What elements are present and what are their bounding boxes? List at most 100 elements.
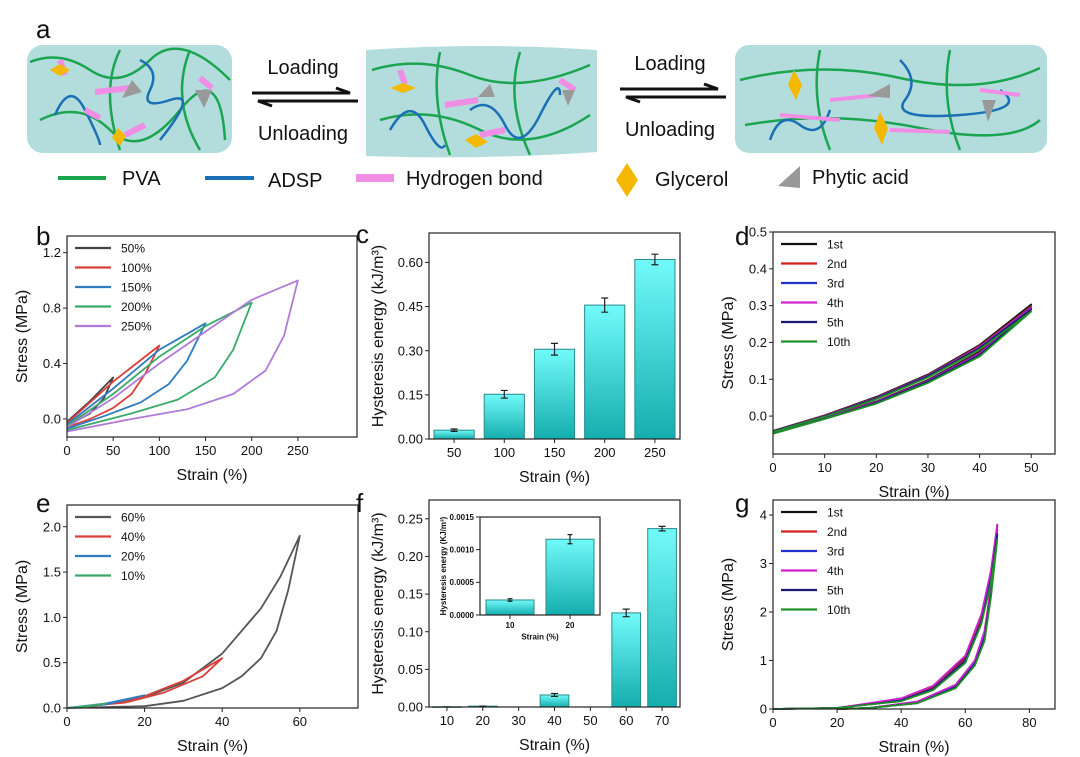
y-axis-label: Stress (MPa) [14,560,31,653]
y-tick-label: 0 [760,702,767,717]
panel-label-c: c [356,219,369,249]
x-tick-label: 40 [215,714,229,729]
series-line-40% [66,657,224,709]
y-axis-label: Hysteresis energy (kJ/m³) [370,245,387,427]
legend-label: 100% [121,261,152,275]
x-tick-label: 100 [149,443,171,458]
x-tick-label: 80 [1022,715,1036,730]
glycerol-diamond-icon [616,163,638,197]
legend-label: 1st [827,238,844,252]
series-line-3rd [772,306,1033,434]
panel-label-g: g [735,488,749,518]
bar-100 [483,393,525,440]
network-stretched [366,46,597,158]
legend-label: 200% [121,300,152,314]
y-tick-label: 0.5 [749,225,767,240]
x-tick-label: 250 [287,443,309,458]
x-tick-label: 60 [619,713,633,728]
series-line-1st [772,303,1033,434]
y-tick-label: 0.15 [398,387,423,402]
panel-label-b: b [36,221,50,251]
y-tick-label: 0.0010 [450,545,475,554]
phytic-acid-triangle-icon [778,166,800,188]
legend-label: 4th [827,296,844,310]
series-line-3rd [772,528,999,710]
series-line-10% [66,702,107,709]
y-tick-label: 0.30 [398,343,423,358]
series-line-100% [66,344,161,429]
x-axis-label: Strain (%) [878,484,949,501]
chart-f: f 0.00 0.05 0.10 0.15 0.20 0.25 10 20 30 40 50 60 70 S… [356,488,681,754]
legend-label: 250% [121,320,152,334]
bar-150 [533,348,576,440]
legend-label: 1st [827,506,844,520]
y-tick-label: 0.25 [398,511,423,526]
panel-label-e: e [36,488,50,518]
y-tick-label: 0.10 [398,624,423,639]
y-tick-label: 0.3 [749,298,767,313]
y-tick-label: 0.4 [43,356,61,371]
x-tick-label: 40 [547,713,561,728]
loading-label-2: Loading [634,53,705,75]
legend-label: 10th [827,603,850,617]
x-axis-label: Strain (%) [521,632,559,641]
x-tick-label: 20 [869,460,883,475]
error-bar-100 [500,389,508,399]
legend-label: 20% [121,550,145,564]
x-tick-label: 20 [566,621,575,630]
series-line-5th [772,308,1033,435]
series-line-10th [772,538,999,710]
bar-250 [634,258,676,440]
x-axis-label: Strain (%) [878,739,949,756]
series-line-1st [772,523,999,710]
x-tick-label: 30 [511,713,525,728]
x-axis-label: Strain (%) [519,469,590,486]
y-tick-label: 0.5 [43,655,61,670]
legend-glycerol: Glycerol [655,169,728,191]
chart-d: d 1st 2nd 3rd 4th 5th 10th 0.0 0.1 0.2 0.3 0.4 0.5 0 1… [720,221,1056,501]
error-bar-70 [658,525,666,532]
y-tick-label: 1.0 [43,610,61,625]
x-tick-label: 20 [137,714,151,729]
series-line-10th [772,310,1033,435]
chart-b: b 50% 100% 150% 200% 250% 0.0 0.4 0.8 1.2 0 50 100 15… [14,221,358,484]
x-tick-label: 60 [958,715,972,730]
x-tick-label: 10 [817,460,831,475]
legend-label: 50% [121,242,145,256]
error-bar-10 [507,598,513,602]
legend-label: 5th [827,316,844,330]
legend-label: 3rd [827,545,844,559]
y-tick-label: 3 [760,556,767,571]
chart-c: c 0.00 0.15 0.30 0.45 0.60 50 100 150 200 250 Strai… [356,219,681,486]
legend-label: 5th [827,584,844,598]
bar-200 [584,304,626,440]
legend-label: 150% [121,281,152,295]
network-highly-stretched [735,45,1047,153]
loading-label-1: Loading [267,57,338,79]
series-line-5th [772,533,999,710]
x-tick-label: 250 [644,445,666,460]
y-tick-label: 0.20 [398,549,423,564]
x-tick-label: 10 [440,713,454,728]
x-axis-label: Strain (%) [519,737,590,754]
panel-label-a: a [36,14,51,44]
x-tick-label: 50 [1024,460,1038,475]
charts: b 50%100%150%200%250%0.00.40.81.20 50 100 15… [14,219,1056,756]
x-tick-label: 50 [106,443,120,458]
error-bar-50 [450,428,458,432]
y-tick-label: 0.00 [398,432,423,447]
y-axis-label: Stress (MPa) [720,558,737,651]
y-tick-label: 1 [760,653,767,668]
x-tick-label: 20 [830,715,844,730]
y-tick-label: 0.0000 [450,611,475,620]
y-axis-label: Stress (MPa) [14,290,31,383]
y-tick-label: 0.60 [398,255,423,270]
error-bar-250 [651,253,659,266]
y-axis-label: Stress (MPa) [720,296,737,389]
x-tick-label: 10 [506,621,515,630]
series-line-200% [66,301,253,431]
y-tick-label: 0.1 [749,372,767,387]
series-line-60% [66,534,301,709]
series-line-4th [772,523,999,710]
y-tick-label: 0.0 [43,412,61,427]
